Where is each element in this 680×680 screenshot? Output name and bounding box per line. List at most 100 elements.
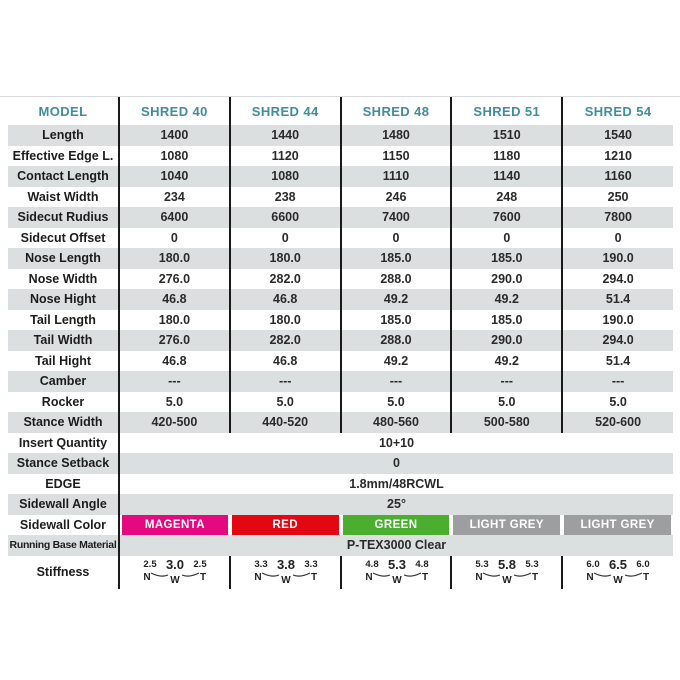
spec-value: 1120 [229, 145, 342, 166]
spec-value: 500-580 [451, 412, 564, 433]
sidewall-color-swatch: MAGENTA [122, 514, 228, 535]
spec-value: 185.0 [340, 248, 453, 269]
spec-value: 1210 [604, 148, 632, 163]
row-label: Insert Quantity [8, 432, 120, 453]
row-label: Tail Hight [8, 350, 120, 371]
table-row: Camber --- --- --- --- --- [8, 371, 673, 392]
spec-value: 1540 [562, 125, 673, 146]
stiffness-nose-value: 3.3 [254, 559, 267, 570]
spec-value: 49.2 [340, 350, 453, 371]
row-label: Running Base Material [8, 535, 120, 556]
spec-value: 282.0 [229, 268, 342, 289]
spec-span-value: 10+10 [378, 435, 415, 450]
spec-value: 7400 [340, 207, 453, 228]
spec-table-body: Length 1400 1440 1480 1510 1540 Effective Edge… [8, 125, 673, 589]
row-label: Nose Width [8, 268, 120, 289]
column-header-shred-44: SHRED 44 [229, 97, 342, 125]
spec-value: 290.0 [451, 330, 564, 351]
spec-value: 1110 [340, 166, 453, 187]
spec-value: 1040 [119, 166, 231, 187]
spec-value: 276.0 [119, 330, 231, 351]
stiffness-letter-w: W [281, 575, 291, 584]
spec-value: 294.0 [562, 330, 673, 351]
table-top-border [0, 96, 680, 97]
spec-span-value: 0 [119, 453, 673, 474]
row-label: Rocker [8, 391, 120, 412]
row-label: Stance Setback [8, 453, 120, 474]
table-row: Length 1400 1440 1480 1510 1540 [8, 125, 673, 146]
stiffness-waist-value: 6.5 [609, 557, 627, 572]
column-header-shred-48: SHRED 48 [340, 97, 453, 125]
spec-value: 248 [451, 186, 564, 207]
spec-value: 0 [340, 227, 453, 248]
stiffness-diagram: 6.0 6.5 6.0 N W T [562, 556, 673, 589]
spec-value: 234 [119, 186, 231, 207]
spec-value: 46.8 [229, 289, 342, 310]
spec-table: MODEL SHRED 40 SHRED 44 SHRED 48 SHRED 5… [8, 97, 673, 589]
spec-value: 7600 [451, 207, 564, 228]
spec-value: 51.4 [605, 353, 631, 368]
row-label: Waist Width [8, 186, 120, 207]
spec-value: 46.8 [119, 350, 231, 371]
spec-value: 49.2 [451, 350, 564, 371]
stiffness-waist-value: 3.8 [277, 557, 295, 572]
table-row: Tail Length 180.0 180.0 185.0 185.0 190.0 [8, 309, 673, 330]
stiffness-waist-value: 5.3 [388, 557, 406, 572]
spec-value: 190.0 [562, 248, 673, 269]
sidewall-color-swatch: LIGHT GREY [564, 514, 671, 535]
spec-value: 6600 [229, 207, 342, 228]
spec-value: 5.0 [340, 391, 453, 412]
stiffness-letter-t: T [532, 572, 538, 583]
spec-value: 5.0 [119, 391, 231, 412]
table-row: Nose Length 180.0 180.0 185.0 185.0 190.0 [8, 248, 673, 269]
spec-value: 49.2 [451, 289, 564, 310]
spec-value: 1180 [451, 145, 564, 166]
spec-span-value: P-TEX3000 Clear [119, 535, 673, 556]
model-header: MODEL [8, 97, 120, 125]
spec-value: 46.8 [229, 350, 342, 371]
header-row: MODEL SHRED 40 SHRED 44 SHRED 48 SHRED 5… [8, 97, 673, 125]
stiffness-nose-value: 5.3 [476, 559, 489, 570]
table-row: Tail Hight 46.8 46.8 49.2 49.2 51.4 [8, 350, 673, 371]
stiffness-waist-value: 5.8 [498, 557, 516, 572]
stiffness-nose-value: 2.5 [143, 559, 157, 570]
table-row: Insert Quantity 10+10 [8, 432, 673, 453]
spec-value: 190.0 [602, 312, 634, 327]
stiffness-letter-w: W [392, 575, 402, 584]
table-row: Stance Setback 0 [8, 453, 673, 474]
stiffness-tail-value: 3.3 [304, 559, 317, 570]
spec-value: 440-520 [229, 412, 342, 433]
spec-value: 0 [614, 230, 622, 245]
table-row: Waist Width 234 238 246 248 250 [8, 186, 673, 207]
stiffness-letter-t: T [422, 572, 428, 583]
spec-value: 5.0 [451, 391, 564, 412]
spec-value: 1140 [451, 166, 564, 187]
sidewall-color-cell: RED [229, 514, 341, 535]
spec-value: 1480 [340, 125, 453, 146]
stiffness-letter-t: T [311, 572, 317, 583]
stiffness-letter-w: W [613, 575, 623, 584]
spec-value: 282.0 [229, 330, 342, 351]
row-label: Effective Edge L. [8, 145, 120, 166]
stiffness-tail-value: 6.0 [637, 559, 650, 570]
table-row: Sidecut Rudius 6400 6600 7400 7600 7800 [8, 207, 673, 228]
spec-value: 0 [451, 227, 564, 248]
sidewall-color-swatch: LIGHT GREY [453, 514, 561, 535]
stiffness-letter-t: T [643, 572, 649, 583]
stiffness-diagram: 2.5 3.0 2.5 N W T [119, 555, 231, 589]
table-row: Rocker 5.0 5.0 5.0 5.0 5.0 [8, 391, 673, 412]
spec-value: --- [119, 371, 231, 392]
spec-value: 1080 [229, 166, 342, 187]
stiffness-nose-value: 4.8 [365, 559, 378, 570]
row-label: Sidewall Color [8, 514, 120, 535]
spec-value: 6400 [119, 207, 231, 228]
row-label: Sidecut Offset [8, 227, 120, 248]
spec-value: 185.0 [340, 309, 453, 330]
stiffness-letter-n: N [143, 572, 150, 583]
stiffness-tail-value: 4.8 [415, 559, 428, 570]
table-row: Nose Hight 46.8 46.8 49.2 49.2 51.4 [8, 289, 673, 310]
spec-value: 480-560 [340, 412, 453, 433]
spec-value: 7800 [562, 207, 673, 228]
row-label: Length [8, 125, 120, 146]
spec-value: 294.0 [602, 271, 634, 286]
